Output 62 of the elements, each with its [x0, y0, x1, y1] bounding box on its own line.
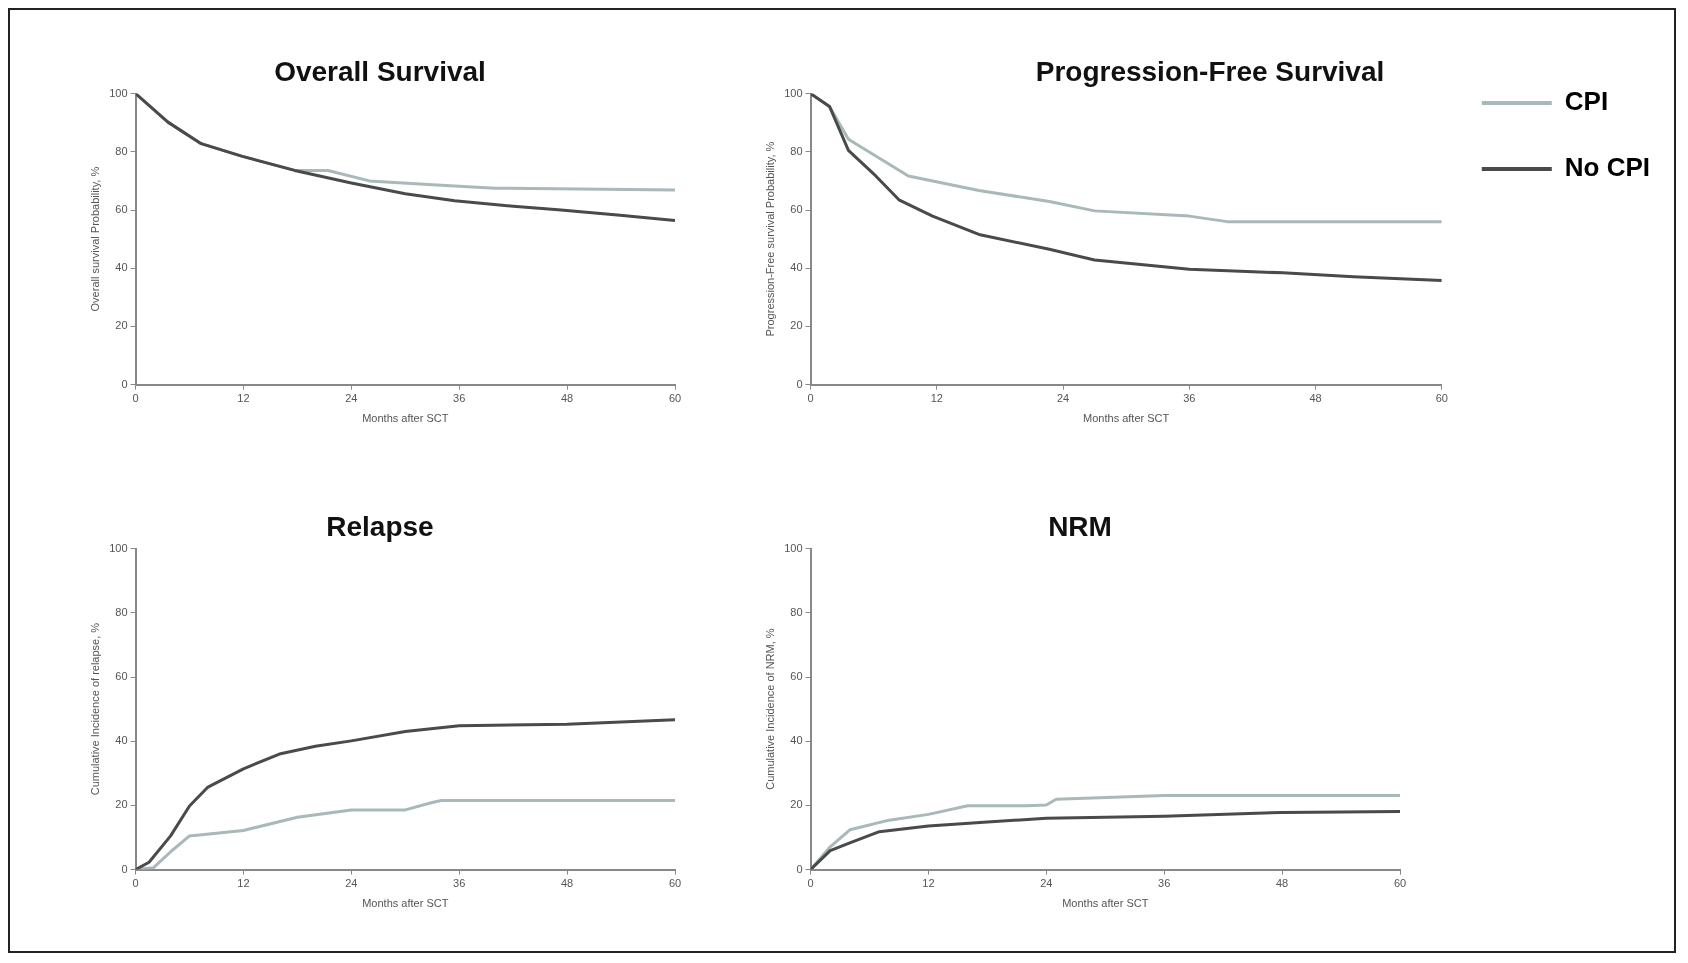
x-tick-label: 60: [668, 392, 682, 405]
y-tick-label: 60: [115, 203, 128, 216]
x-tick-label: 36: [453, 392, 466, 405]
chart-title: NRM: [1048, 510, 1112, 542]
x-axis-title: Months after SCT: [362, 412, 449, 425]
y-tick-label: 20: [790, 798, 803, 811]
x-tick-label: 0: [132, 392, 139, 405]
y-tick-label: 60: [790, 203, 803, 216]
x-tick-label: 0: [807, 877, 814, 890]
x-tick-label: 12: [922, 877, 935, 890]
chart-title: Relapse: [326, 510, 434, 542]
y-tick-label: 20: [790, 319, 803, 332]
y-tick-label: 80: [790, 144, 803, 157]
chart-title: Progression-Free Survival: [1035, 55, 1385, 87]
x-tick-label: 36: [1158, 877, 1171, 890]
x-tick-label: 36: [453, 877, 466, 890]
x-tick-label: 0: [132, 877, 139, 890]
legend-label: No CPI: [1564, 152, 1651, 183]
y-tick-label: 20: [115, 798, 128, 811]
y-axis-title: Progression-Free survival Probability, %: [763, 141, 776, 337]
y-tick-label: 100: [109, 541, 128, 554]
chart-title: Overall Survival: [274, 55, 486, 87]
x-tick-label: 48: [560, 392, 574, 405]
x-tick-label: 48: [1309, 392, 1322, 405]
y-tick-label: 20: [115, 319, 128, 332]
y-tick-label: 0: [796, 862, 803, 875]
y-tick-label: 100: [784, 86, 803, 99]
x-tick-label: 24: [345, 877, 358, 890]
y-tick-label: 0: [121, 862, 128, 875]
x-tick-label: 24: [345, 392, 358, 405]
y-axis-title: Cumulative Incidence of NRM, %: [763, 628, 776, 790]
y-tick-label: 80: [790, 605, 803, 618]
x-tick-label: 60: [1435, 392, 1448, 405]
x-tick-label: 0: [807, 392, 814, 405]
y-axis-title: Cumulative Incidence of relapse, %: [88, 622, 101, 796]
x-axis-title: Months after SCT: [362, 897, 449, 910]
x-tick-label: 36: [1183, 392, 1196, 405]
x-tick-label: 12: [237, 877, 250, 890]
x-tick-label: 60: [1393, 877, 1407, 890]
x-tick-label: 24: [1056, 392, 1070, 405]
y-tick-label: 100: [109, 86, 128, 99]
y-tick-label: 0: [121, 377, 128, 390]
y-tick-label: 80: [115, 605, 128, 618]
x-tick-label: 60: [668, 877, 682, 890]
x-axis-title: Months after SCT: [1062, 897, 1149, 910]
y-axis-title: Overall survival Probability, %: [88, 166, 101, 312]
x-axis-title: Months after SCT: [1083, 412, 1170, 425]
y-tick-label: 40: [790, 734, 803, 747]
y-tick-label: 100: [784, 541, 803, 554]
y-tick-label: 40: [115, 261, 128, 274]
x-tick-label: 48: [560, 877, 574, 890]
y-tick-label: 80: [115, 144, 128, 157]
legend-label: CPI: [1564, 86, 1609, 117]
y-tick-label: 60: [790, 670, 803, 683]
x-tick-label: 12: [930, 392, 943, 405]
y-tick-label: 40: [790, 261, 803, 274]
y-tick-label: 60: [115, 670, 128, 683]
x-tick-label: 24: [1040, 877, 1053, 890]
y-tick-label: 0: [796, 377, 803, 390]
x-tick-label: 48: [1275, 877, 1289, 890]
y-tick-label: 40: [115, 734, 128, 747]
x-tick-label: 12: [237, 392, 250, 405]
